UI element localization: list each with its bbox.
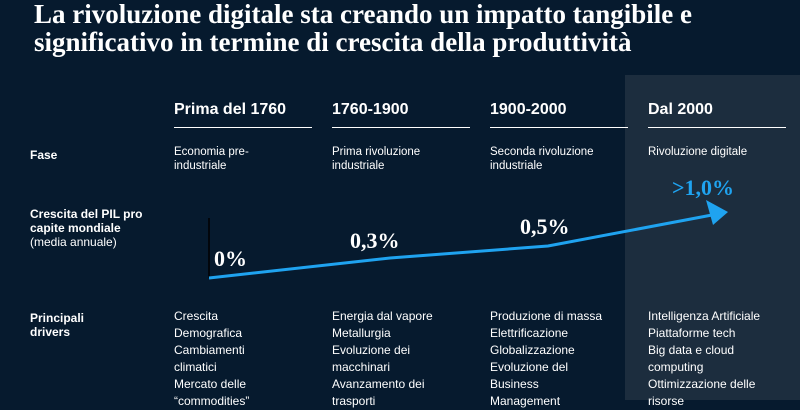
row-label-gdp: Crescita del PIL pro capite mondiale (me…: [30, 207, 145, 249]
driver-item: Evoluzione dei: [332, 343, 411, 357]
period-header-3: 1900-2000: [490, 101, 567, 118]
row-label-gdp-main: Crescita del PIL pro capite mondiale: [30, 207, 143, 235]
period-divider-1: [174, 127, 312, 128]
period-header-1: Prima del 1760: [174, 101, 287, 118]
drivers-list-4: Intelligenza Artificiale Piattaforme tec…: [648, 308, 798, 410]
growth-value-1: 0%: [214, 246, 247, 271]
driver-item: macchinari: [332, 360, 391, 374]
period-divider-2: [332, 127, 470, 128]
row-label-drivers: Principali drivers: [30, 311, 85, 339]
growth-value-4: >1,0%: [672, 175, 735, 200]
driver-item: “commodities”: [174, 394, 250, 408]
driver-item: Avanzamento dei: [332, 377, 425, 391]
driver-item: Globalizzazione: [490, 343, 575, 357]
driver-item: Business: [490, 377, 539, 391]
driver-item: Elettrificazione: [490, 326, 569, 340]
driver-item: Mercato delle: [174, 377, 247, 391]
driver-item: Demografica: [174, 326, 243, 340]
growth-arrow-head: [706, 200, 728, 225]
growth-arrow-line: [208, 213, 713, 280]
growth-value-3: 0,5%: [520, 214, 570, 239]
period-divider-3: [490, 127, 628, 128]
driver-item: Crescita: [174, 309, 219, 323]
period-divider-4: [648, 127, 786, 128]
driver-item: Big data e cloud: [648, 343, 735, 357]
driver-item: trasporti: [332, 394, 376, 408]
driver-item: climatici: [174, 360, 217, 374]
highlight-column-digital: [625, 75, 800, 400]
driver-item: Ottimizzazione delle: [648, 377, 756, 391]
driver-item: Produzione di massa: [490, 309, 603, 323]
driver-item: Intelligenza Artificiale: [648, 309, 761, 323]
driver-item: Management: [490, 394, 561, 408]
drivers-list-1: Crescita Demografica Cambiamenti climati…: [174, 308, 314, 410]
period-header-4: Dal 2000: [648, 101, 713, 118]
driver-item: Evoluzione del: [490, 360, 569, 374]
growth-arrow-graphic: [208, 200, 728, 280]
phase-1: Economia pre-industriale: [174, 146, 249, 172]
row-label-gdp-sub: (media annuale): [30, 235, 117, 249]
drivers-list-3: Produzione di massa Elettrificazione Glo…: [490, 308, 630, 410]
driver-item: Metallurgia: [332, 326, 391, 340]
driver-item: risorse: [648, 394, 685, 408]
driver-item: Energia dal vapore: [332, 309, 433, 323]
driver-item: computing: [648, 360, 704, 374]
driver-item: Cambiamenti: [174, 343, 245, 357]
phase-2: Prima rivoluzione industriale: [332, 146, 421, 172]
drivers-list-2: Energia dal vapore Metallurgia Evoluzion…: [332, 308, 472, 410]
row-label-phase: Fase: [30, 148, 58, 162]
growth-value-2: 0,3%: [350, 228, 400, 253]
page-title: La rivoluzione digitale sta creando un i…: [34, 0, 693, 57]
phase-4: Rivoluzione digitale: [648, 146, 748, 158]
phase-3: Seconda rivoluzione industriale: [490, 146, 594, 172]
period-header-2: 1760-1900: [332, 101, 409, 118]
driver-item: Piattaforme tech: [648, 326, 736, 340]
